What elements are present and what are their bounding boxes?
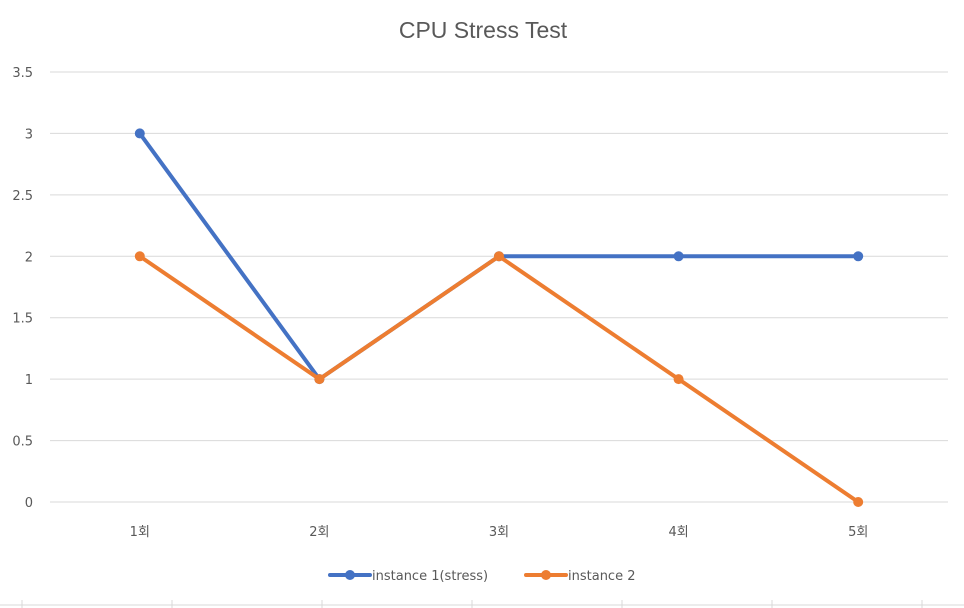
data-point — [494, 251, 504, 262]
y-tick-label: 2.5 — [12, 189, 33, 204]
data-point — [673, 251, 684, 262]
legend-label: instance 2 — [568, 569, 635, 584]
legend: instance 1(stress) instance 2 — [328, 569, 635, 584]
x-tick-label: 5회 — [848, 525, 868, 540]
x-axis-tick-labels: 1회 2회 3회 4회 5회 — [130, 525, 869, 540]
y-tick-label: 1 — [25, 373, 33, 388]
legend-item: instance 1(stress) — [328, 569, 488, 584]
data-point — [134, 128, 145, 139]
series-lines — [134, 128, 864, 507]
x-tick-label: 2회 — [309, 525, 329, 540]
data-point — [853, 497, 864, 507]
bottom-frame-strip — [0, 600, 964, 608]
y-tick-label: 3 — [25, 127, 33, 142]
x-tick-label: 4회 — [668, 525, 688, 540]
chart-title: CPU Stress Test — [399, 17, 568, 43]
legend-marker — [345, 570, 355, 580]
data-point — [134, 251, 145, 262]
series-2 — [134, 251, 864, 507]
data-point — [673, 374, 684, 385]
x-tick-label: 3회 — [489, 525, 509, 540]
data-point — [853, 251, 864, 262]
x-tick-label: 1회 — [130, 525, 150, 540]
y-tick-label: 2 — [25, 250, 33, 265]
data-point — [314, 374, 325, 385]
legend-marker — [541, 570, 551, 580]
y-tick-label: 0.5 — [12, 435, 33, 450]
y-tick-label: 1.5 — [12, 312, 33, 327]
y-tick-label: 3.5 — [12, 66, 33, 81]
legend-item: instance 2 — [524, 569, 635, 584]
legend-label: instance 1(stress) — [372, 569, 488, 584]
y-tick-label: 0 — [25, 496, 33, 511]
y-axis-tick-labels: 0 0.5 1 1.5 2 2.5 3 3.5 — [12, 66, 33, 511]
